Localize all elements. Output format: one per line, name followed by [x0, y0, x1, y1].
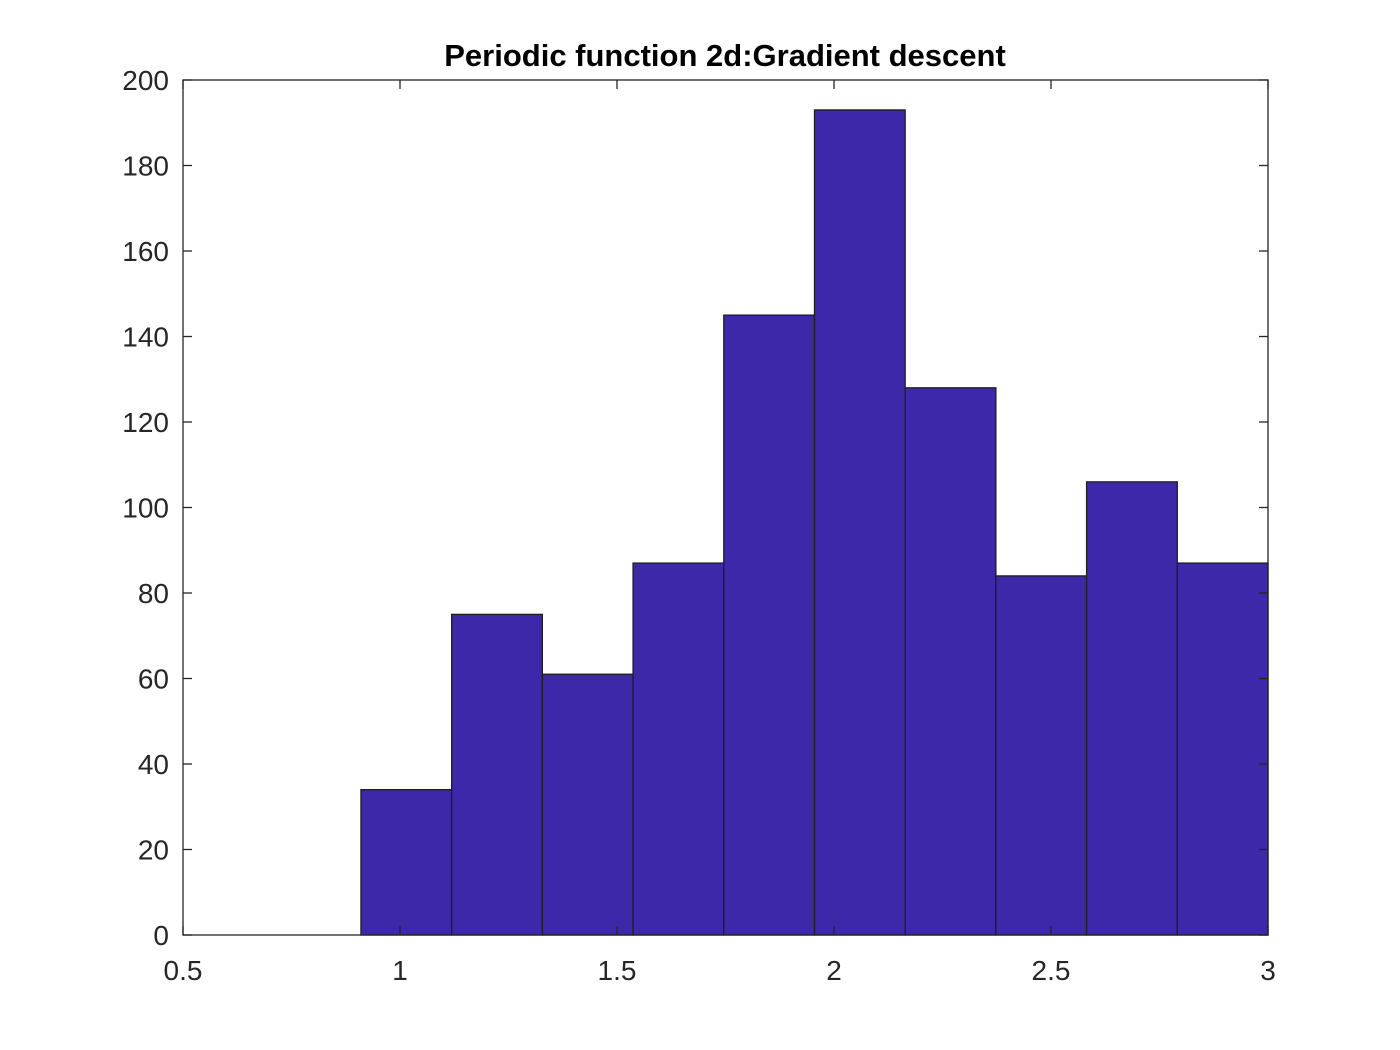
chart-title: Periodic function 2d:Gradient descent	[444, 38, 1006, 73]
histogram-bar	[1085, 481, 1178, 936]
x-tick-label: 3	[1260, 955, 1276, 986]
x-tick-label: 2	[826, 955, 842, 986]
histogram-bar	[632, 562, 725, 936]
bars-group	[360, 109, 1269, 936]
y-tick-label: 100	[122, 493, 169, 524]
y-tick-labels: 0 20 40 60 80 100 120 140 160 180 200	[122, 65, 169, 951]
y-tick-label: 0	[153, 920, 169, 951]
y-tick-label: 40	[138, 749, 169, 780]
x-tick-label: 0.5	[164, 955, 203, 986]
y-tick-label: 120	[122, 407, 169, 438]
histogram-bar	[1176, 562, 1269, 936]
histogram-bar	[450, 613, 544, 936]
x-tick-label: 1	[392, 955, 408, 986]
x-tick-label: 2.5	[1032, 955, 1071, 986]
x-tick-labels: 0.5 1 1.5 2 2.5 3	[164, 955, 1276, 986]
histogram-bar	[360, 789, 453, 936]
histogram-bar	[813, 109, 906, 936]
y-tick-label: 180	[122, 151, 169, 182]
y-tick-label: 160	[122, 236, 169, 267]
y-tick-label: 60	[138, 664, 169, 695]
histogram-bar	[723, 314, 816, 936]
histogram-bar	[995, 575, 1088, 936]
y-tick-label: 140	[122, 322, 169, 353]
ticks-group	[182, 79, 1269, 936]
histogram-bar	[541, 673, 634, 936]
histogram-bar	[904, 387, 997, 936]
y-tick-label: 200	[122, 65, 169, 96]
y-tick-label: 80	[138, 578, 169, 609]
y-tick-label: 20	[138, 835, 169, 866]
x-tick-label: 1.5	[598, 955, 637, 986]
